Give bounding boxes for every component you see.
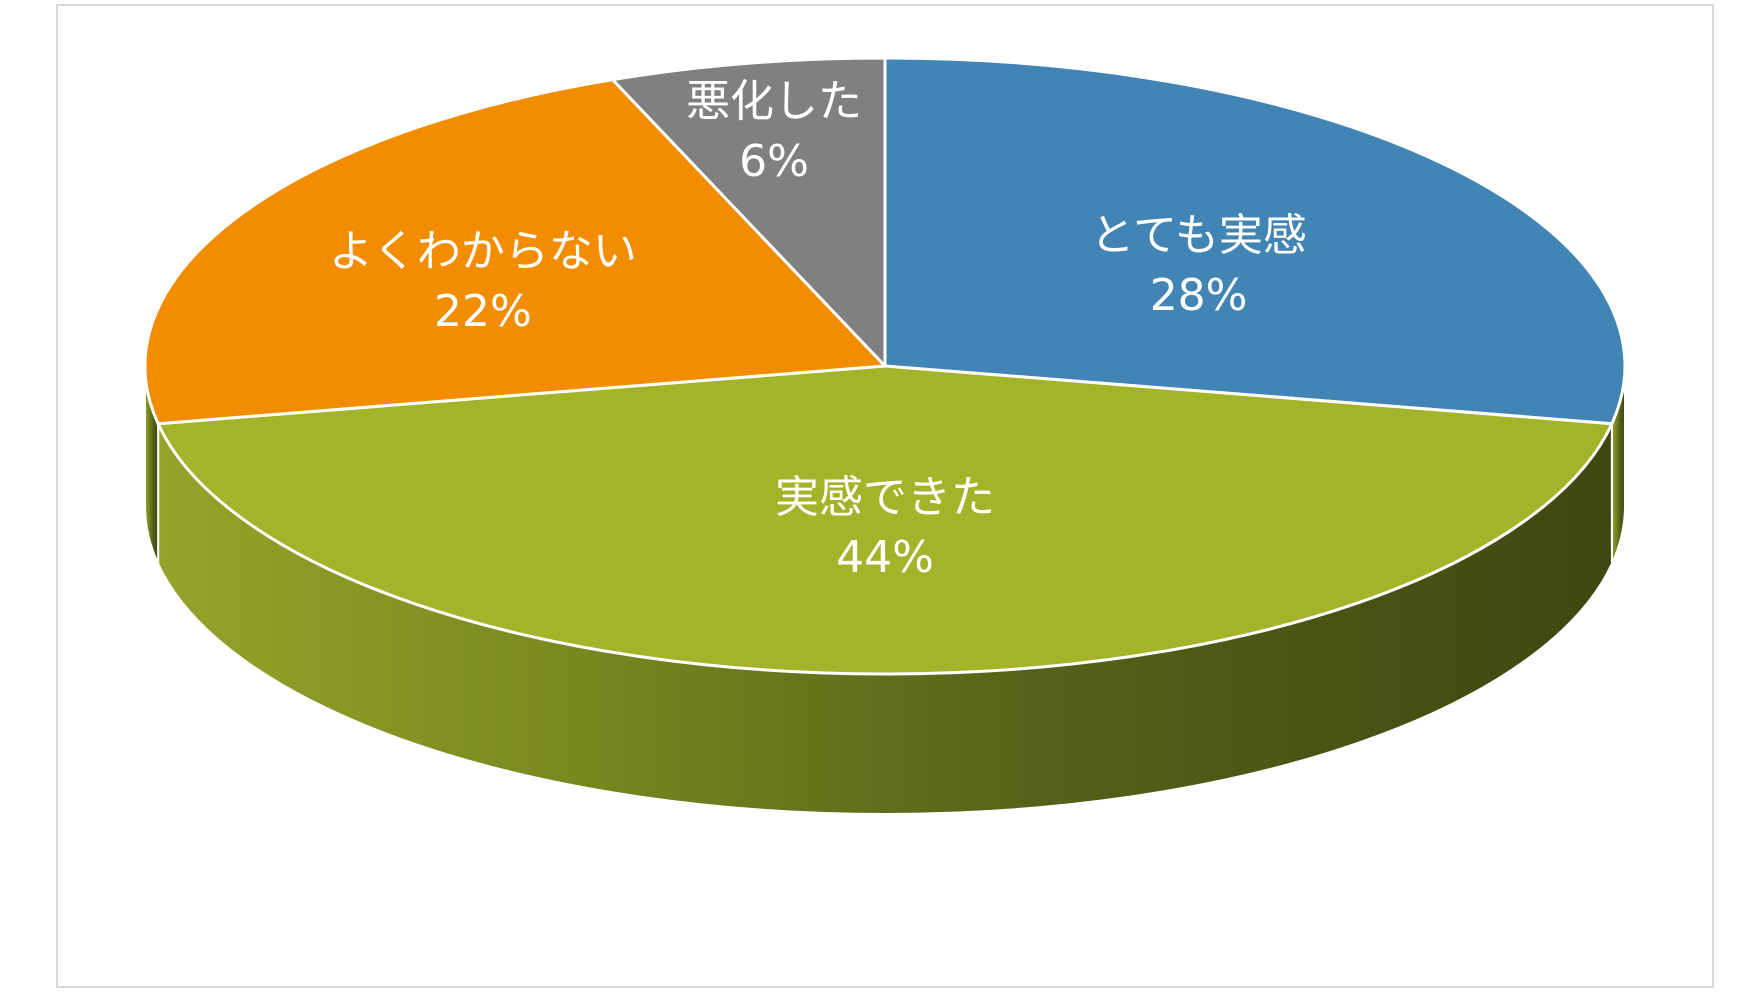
slice-category-label: 実感できた xyxy=(775,472,995,523)
data-label-1: 実感できた 44% xyxy=(775,472,995,583)
slice-percent-label: 6% xyxy=(739,136,809,187)
slice-percent-label: 22% xyxy=(434,286,532,337)
pie-slice-3 xyxy=(611,56,887,368)
slice-category-label: とても実感 xyxy=(1090,210,1306,261)
data-label-3: 悪化した 6% xyxy=(686,76,862,187)
slice-category-label: よくわからない xyxy=(329,226,637,277)
data-label-2: よくわからない 22% xyxy=(329,226,637,337)
pie-top-layer xyxy=(143,56,1627,676)
slice-percent-label: 44% xyxy=(836,532,934,583)
pie-slice-0 xyxy=(883,56,1627,426)
pie-label-layer: とても実感 28% 実感できた 44% よくわからない 22% 悪化した 6% xyxy=(329,76,1307,583)
pie-side-layer xyxy=(144,365,1626,815)
slice-category-label: 悪化した xyxy=(686,76,862,127)
pie-slice-2 xyxy=(143,78,887,426)
pie-slice-1 xyxy=(156,364,1614,676)
data-label-0: とても実感 28% xyxy=(1090,210,1306,321)
slice-percent-label: 28% xyxy=(1150,270,1248,321)
